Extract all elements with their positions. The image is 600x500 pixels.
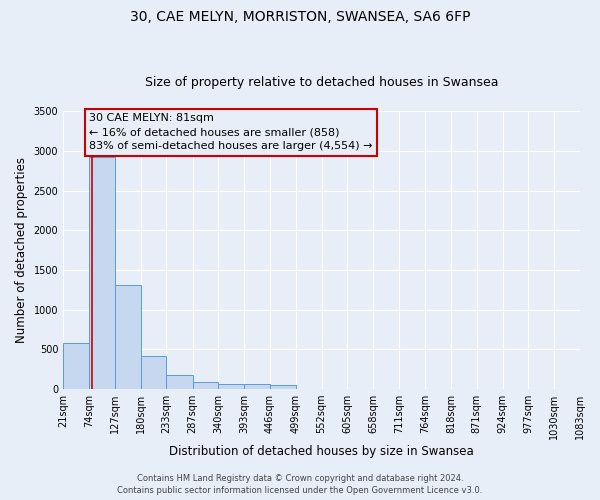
Text: Contains HM Land Registry data © Crown copyright and database right 2024.
Contai: Contains HM Land Registry data © Crown c… <box>118 474 482 495</box>
Text: 30 CAE MELYN: 81sqm
← 16% of detached houses are smaller (858)
83% of semi-detac: 30 CAE MELYN: 81sqm ← 16% of detached ho… <box>89 113 373 151</box>
Bar <box>244 384 270 389</box>
Bar <box>140 356 166 389</box>
Y-axis label: Number of detached properties: Number of detached properties <box>15 157 28 343</box>
Text: 30, CAE MELYN, MORRISTON, SWANSEA, SA6 6FP: 30, CAE MELYN, MORRISTON, SWANSEA, SA6 6… <box>130 10 470 24</box>
Bar <box>89 158 115 389</box>
Bar <box>270 385 296 389</box>
Bar <box>115 285 140 389</box>
Title: Size of property relative to detached houses in Swansea: Size of property relative to detached ho… <box>145 76 499 90</box>
X-axis label: Distribution of detached houses by size in Swansea: Distribution of detached houses by size … <box>169 444 474 458</box>
Bar <box>218 384 244 389</box>
Bar <box>63 343 89 389</box>
Bar <box>166 375 193 389</box>
Bar <box>193 382 218 389</box>
